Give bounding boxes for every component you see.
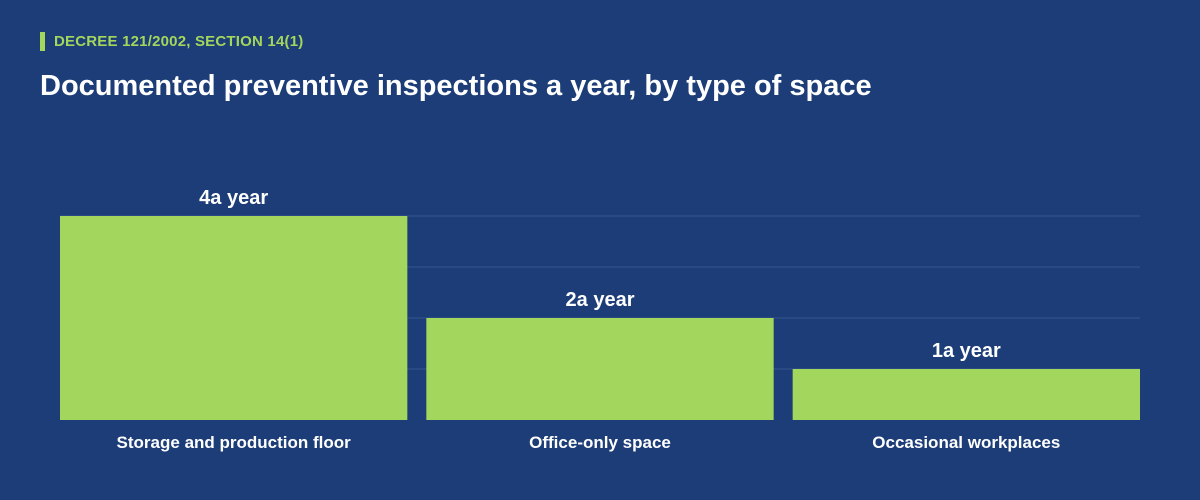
value-labels: 4a year 2a year 1a year [199, 187, 1001, 362]
bar [792, 369, 1140, 420]
category-label: Storage and production floor [117, 433, 352, 452]
category-label: Occasional workplaces [872, 433, 1060, 452]
chart-title: Documented preventive inspections a year… [40, 70, 872, 102]
bars [60, 216, 1140, 420]
bar [60, 216, 408, 420]
accent-bar [40, 32, 45, 51]
value-label: 1a year [932, 340, 1001, 362]
value-label: 4a year [199, 187, 268, 209]
bar [426, 318, 774, 420]
eyebrow-text: DECREE 121/2002, SECTION 14(1) [54, 33, 304, 50]
value-label: 2a year [566, 289, 635, 311]
category-label: Office-only space [529, 433, 671, 452]
eyebrow: DECREE 121/2002, SECTION 14(1) [40, 32, 303, 51]
category-labels: Storage and production floor Office-only … [117, 433, 1061, 452]
